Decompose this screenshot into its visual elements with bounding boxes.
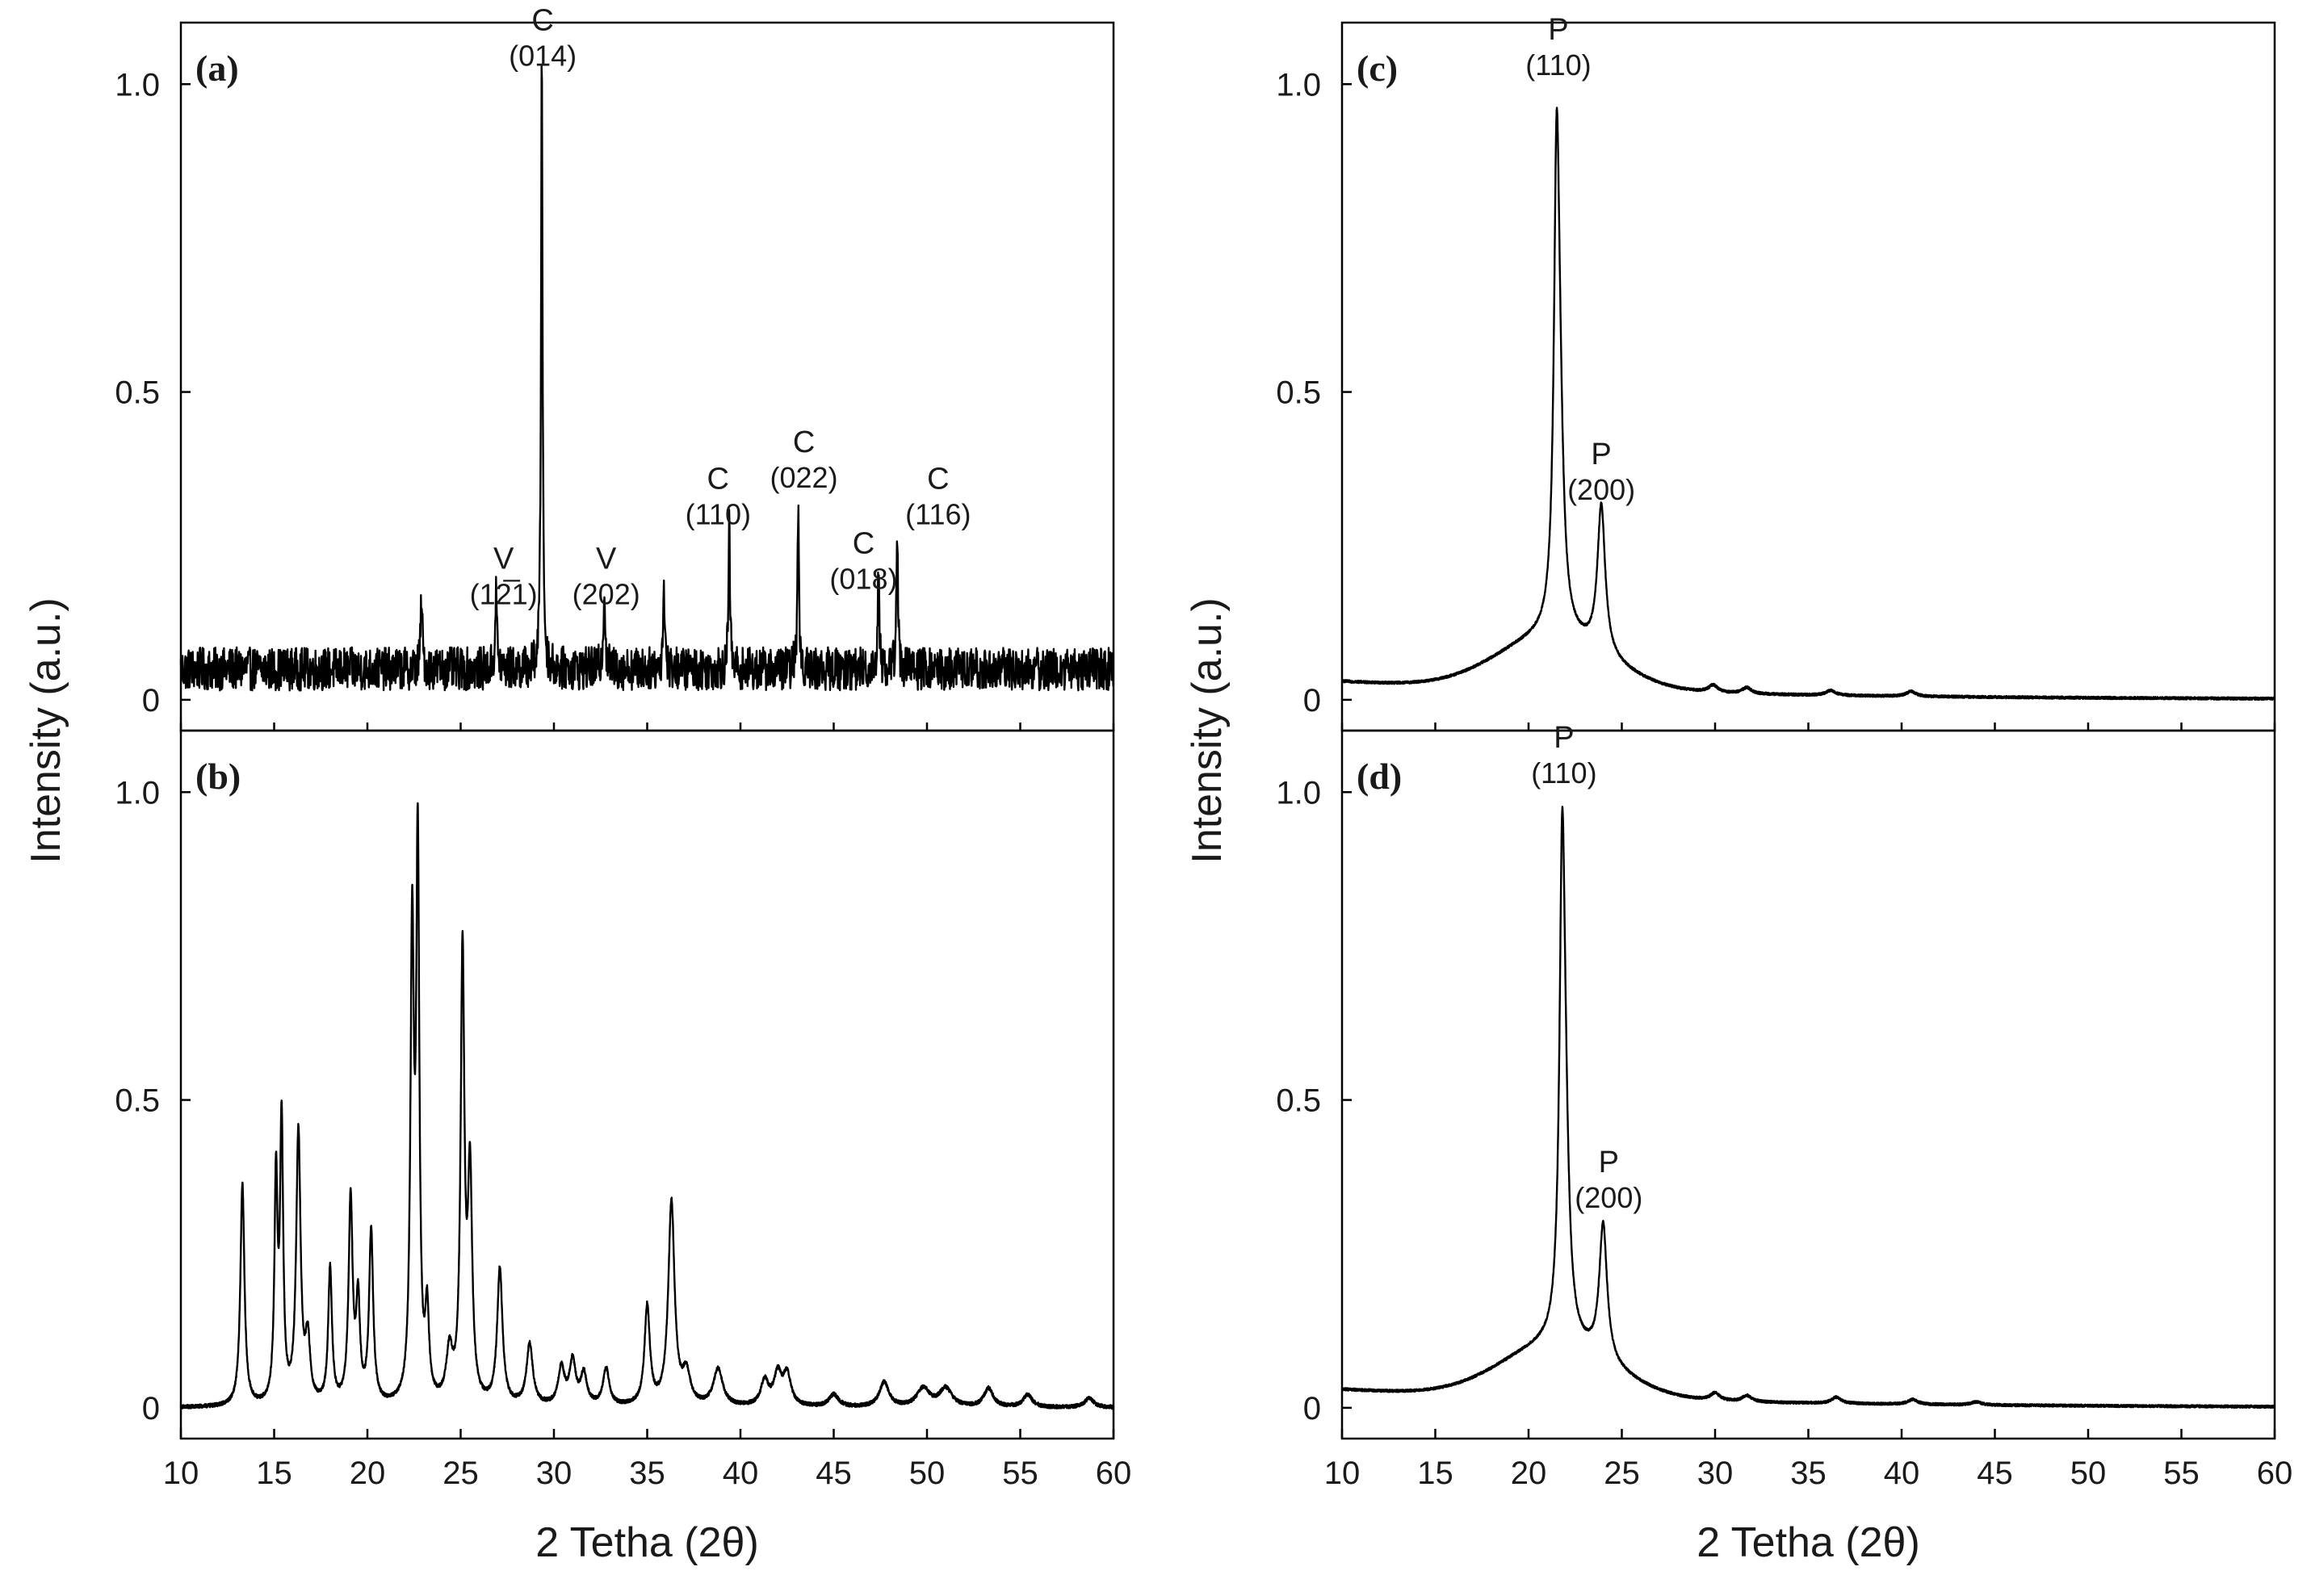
panel-label-d: (d): [1357, 756, 1402, 797]
xrd-trace-d: [1340, 806, 2275, 1410]
peak-phase-a-5: C: [853, 527, 874, 561]
y-axis-label-col-1: Intensity (a.u.): [1184, 597, 1231, 863]
x-tick-label-b-2: 20: [350, 1456, 386, 1491]
y-tick-label-d-0: 0: [1303, 1391, 1321, 1426]
peak-phase-d-0: P: [1554, 721, 1574, 755]
x-axis-label-d: 2 Tetha (2θ): [1697, 1519, 1920, 1566]
x-tick-label-d-6: 40: [1884, 1456, 1920, 1491]
xrd-trace-b: [179, 802, 1115, 1410]
plot-frame-a: [179, 21, 1115, 732]
panel-c: 00.51.0 (c)P(110)P(200): [1276, 13, 2276, 732]
x-tick-label-b-1: 15: [256, 1456, 292, 1491]
x-tick-label-d-5: 35: [1790, 1456, 1827, 1491]
panel-b: 0 0.5 1.0 10 15 20 25 30 35 40 45 50 55 60 2 Tetha (2θ…: [115, 729, 1132, 1566]
x-tick-label-b-3: 25: [442, 1456, 479, 1491]
x-tick-label-d-9: 55: [2163, 1456, 2200, 1491]
x-tick-label-d-1: 15: [1417, 1456, 1453, 1491]
plot-frame-c: [1340, 21, 2276, 732]
peak-phase-a-1: V: [493, 542, 514, 576]
peak-hkl-a-0: (014): [509, 39, 577, 72]
x-tick-label-d-2: 20: [1511, 1456, 1547, 1491]
y-tick-label-a-2: 1.0: [115, 67, 160, 103]
peak-hkl-a-5: (018): [829, 563, 897, 596]
y-tick-label-b-2: 1.0: [115, 775, 160, 811]
peak-phase-c-0: P: [1548, 13, 1568, 47]
y-tick-label-a-1: 0.5: [115, 375, 160, 411]
panel-label-c: (c): [1357, 48, 1398, 89]
y-tick-label-d-1: 0.5: [1276, 1083, 1321, 1119]
x-tick-label-b-7: 45: [816, 1456, 852, 1491]
x-tick-label-b-5: 35: [629, 1456, 665, 1491]
x-tick-label-b-6: 40: [723, 1456, 759, 1491]
panel-d: 0 0.5 1.0 10 15 20 25 30 35 40 45 50 55 60 2 Tetha (2θ…: [1276, 721, 2292, 1566]
x-tick-label-d-0: 10: [1324, 1456, 1361, 1491]
peak-phase-a-2: V: [596, 542, 617, 576]
x-tick-label-d-3: 25: [1604, 1456, 1640, 1491]
x-tick-label-b-10: 60: [1096, 1456, 1132, 1491]
y-tick-label-d-2: 1.0: [1276, 775, 1321, 811]
peak-phase-a-3: C: [707, 463, 729, 496]
panel-a: 00.51.0 (a)C(014)V(12̅1)V(202)C(110)C(022…: [115, 3, 1115, 732]
peak-hkl-c-1: (200): [1567, 473, 1635, 506]
peak-phase-d-1: P: [1599, 1146, 1619, 1179]
y-tick-label-a-0: 0: [142, 683, 160, 718]
peak-phase-c-1: P: [1591, 438, 1611, 471]
peak-hkl-a-1: (12̅1): [470, 578, 538, 611]
x-tick-label-b-4: 30: [536, 1456, 573, 1491]
x-tick-label-d-7: 45: [1977, 1456, 2013, 1491]
y-tick-label-c-1: 0.5: [1276, 375, 1321, 411]
x-tick-label-d-10: 60: [2257, 1456, 2293, 1491]
panel-label-a: (a): [195, 48, 239, 89]
x-tick-label-b-9: 55: [1002, 1456, 1038, 1491]
peak-hkl-d-1: (200): [1575, 1181, 1642, 1214]
y-axis-label-col-0: Intensity (a.u.): [23, 597, 69, 863]
x-tick-label-d-4: 30: [1697, 1456, 1734, 1491]
peak-hkl-a-2: (202): [573, 578, 640, 611]
peak-hkl-a-4: (022): [770, 461, 838, 494]
y-tick-label-c-2: 1.0: [1276, 67, 1321, 103]
peak-hkl-a-3: (110): [686, 498, 751, 531]
peak-hkl-c-0: (110): [1525, 48, 1591, 82]
x-tick-label-d-8: 50: [2070, 1456, 2107, 1491]
plot-frame-b: [179, 729, 1115, 1440]
peak-hkl-d-0: (110): [1531, 756, 1596, 790]
xrd-trace-a: [179, 65, 1114, 692]
x-tick-label-b-0: 10: [163, 1456, 199, 1491]
peak-phase-a-6: C: [927, 463, 949, 496]
y-tick-label-c-0: 0: [1303, 683, 1321, 718]
plot-frame-d: [1340, 729, 2276, 1440]
y-tick-label-b-1: 0.5: [115, 1083, 160, 1119]
x-axis-label-b: 2 Tetha (2θ): [535, 1519, 759, 1566]
peak-hkl-a-6: (116): [905, 498, 971, 531]
panel-label-b: (b): [195, 756, 241, 797]
peak-phase-a-4: C: [793, 425, 815, 459]
xrd-trace-c: [1341, 107, 2276, 702]
y-tick-label-b-0: 0: [142, 1391, 160, 1426]
peak-phase-a-0: C: [531, 3, 553, 37]
x-tick-label-b-8: 50: [909, 1456, 946, 1491]
